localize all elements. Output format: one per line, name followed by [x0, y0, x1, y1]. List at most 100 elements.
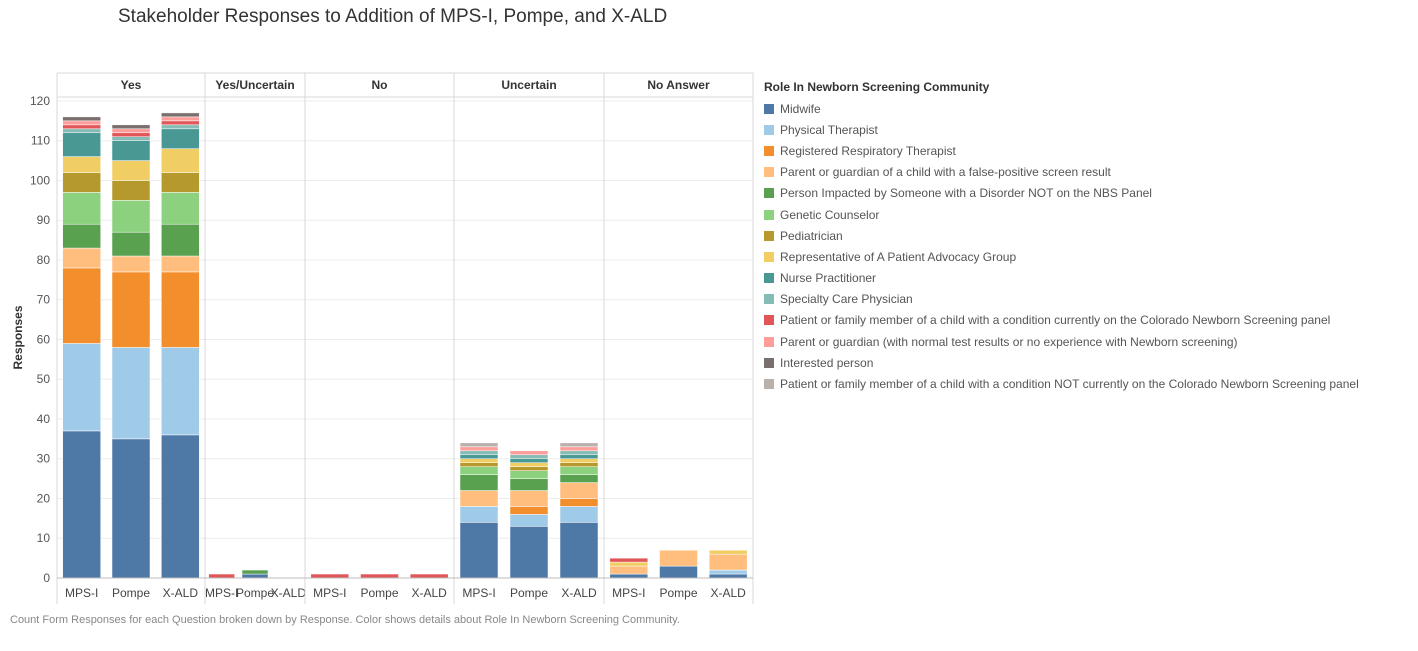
- bar-segment: [111, 124, 151, 130]
- bar-segment: [111, 200, 151, 233]
- legend-label: Midwife: [780, 101, 821, 116]
- legend-label: Parent or guardian of a child with a fal…: [780, 165, 1111, 180]
- bar-segment: [459, 458, 499, 463]
- bar-segment: [62, 223, 101, 249]
- bar-segment: [161, 148, 200, 173]
- y-tick-label: 70: [37, 293, 51, 307]
- bar-segment: [241, 569, 269, 575]
- bar-segment: [659, 565, 698, 579]
- legend-item[interactable]: Genetic Counselor: [764, 204, 1414, 225]
- y-tick-label: 90: [37, 213, 51, 227]
- bar-segment: [208, 573, 235, 579]
- bar-segment: [509, 458, 549, 463]
- bar-segment: [459, 522, 499, 579]
- bar-segment: [161, 223, 200, 257]
- legend-item[interactable]: Midwife: [764, 98, 1414, 119]
- legend-item[interactable]: Representative of A Patient Advocacy Gro…: [764, 246, 1414, 267]
- bar-segment: [62, 247, 101, 269]
- x-tick-label: Pompe: [236, 586, 274, 600]
- bar-segment: [62, 120, 101, 126]
- bar-segment: [241, 573, 269, 579]
- bar-segment: [360, 573, 399, 579]
- bar-segment: [509, 454, 549, 459]
- legend-label: Nurse Practitioner: [780, 271, 877, 286]
- bar-segment: [559, 522, 599, 579]
- legend-swatch: [764, 188, 774, 199]
- chart-title: Stakeholder Responses to Addition of MPS…: [118, 6, 668, 27]
- legend-label: Physical Therapist: [780, 122, 878, 137]
- x-tick-label: Pompe: [659, 586, 697, 600]
- y-tick-label: 80: [37, 253, 51, 267]
- y-tick-label: 50: [37, 372, 51, 386]
- x-tick-label: X-ALD: [710, 586, 746, 600]
- panel-header: No: [372, 78, 388, 92]
- legend-items: Midwife Physical Therapist Registered Resp…: [764, 98, 1414, 395]
- bar-segment: [708, 553, 748, 571]
- bar-segment: [62, 192, 101, 225]
- bar-segment: [609, 561, 649, 567]
- legend-label: Parent or guardian (with normal test res…: [780, 334, 1238, 349]
- legend-label: Patient or family member of a child with…: [780, 377, 1359, 392]
- bar-segment: [708, 569, 748, 575]
- panel-header-band: [57, 73, 753, 97]
- bar-segment: [708, 573, 748, 579]
- legend-item[interactable]: Interested person: [764, 352, 1414, 373]
- bar-segment: [62, 343, 101, 432]
- panel-header: Yes: [121, 78, 142, 92]
- legend-swatch: [764, 273, 774, 284]
- legend-label: Specialty Care Physician: [780, 292, 913, 307]
- legend-label: Genetic Counselor: [780, 207, 880, 222]
- x-tick-label: X-ALD: [271, 586, 307, 600]
- x-tick-label: X-ALD: [163, 586, 199, 600]
- legend-item[interactable]: Specialty Care Physician: [764, 289, 1414, 310]
- panel-header: Yes/Uncertain: [215, 78, 294, 92]
- bar-segment: [509, 466, 549, 471]
- chart-caption: Count Form Responses for each Question b…: [10, 614, 680, 626]
- bar-segment: [459, 454, 499, 459]
- legend-item[interactable]: Nurse Practitioner: [764, 268, 1414, 289]
- legend-item[interactable]: Parent or guardian (with normal test res…: [764, 331, 1414, 352]
- legend-item[interactable]: Physical Therapist: [764, 119, 1414, 140]
- bar-segment: [509, 450, 549, 456]
- legend-swatch: [764, 209, 774, 220]
- bar-segment: [111, 140, 151, 161]
- bar-segment: [111, 438, 151, 579]
- bar-segment: [62, 430, 101, 579]
- legend-item[interactable]: Parent or guardian of a child with a fal…: [764, 162, 1414, 183]
- legend-swatch: [764, 167, 774, 178]
- legend-swatch: [764, 315, 774, 326]
- x-tick-label: MPS-I: [462, 586, 495, 600]
- bar-segment: [509, 490, 549, 507]
- panel-header: Uncertain: [501, 78, 556, 92]
- bar-segment: [459, 506, 499, 523]
- bar-segment: [62, 172, 101, 193]
- legend-item[interactable]: Person Impacted by Someone with a Disord…: [764, 183, 1414, 204]
- legend-item[interactable]: Pediatrician: [764, 225, 1414, 246]
- legend-swatch: [764, 357, 774, 368]
- bar-segment: [62, 132, 101, 157]
- bar-segment: [559, 454, 599, 459]
- legend-item[interactable]: Registered Respiratory Therapist: [764, 140, 1414, 161]
- bar-segment: [459, 474, 499, 491]
- bar-segment: [62, 156, 101, 173]
- panel-header: No Answer: [647, 78, 710, 92]
- bar-segment: [509, 514, 549, 527]
- legend-swatch: [764, 145, 774, 156]
- legend-title: Role In Newborn Screening Community: [764, 80, 990, 94]
- bar-segment: [161, 172, 200, 193]
- bar-segment: [459, 450, 499, 456]
- y-tick-label: 0: [43, 571, 50, 585]
- bar-segment: [111, 136, 151, 141]
- legend-swatch: [764, 294, 774, 305]
- bar-segment: [111, 271, 151, 348]
- bar-segment: [111, 255, 151, 273]
- y-tick-label: 60: [37, 332, 51, 346]
- y-tick-label: 30: [37, 452, 51, 466]
- legend-item[interactable]: Patient or family member of a child with…: [764, 310, 1414, 331]
- legend-item[interactable]: Patient or family member of a child with…: [764, 373, 1414, 394]
- bar-segment: [161, 116, 200, 122]
- legend: Role In Newborn Screening Community Midw…: [764, 80, 1414, 395]
- x-tick-label: Pompe: [112, 586, 150, 600]
- legend-label: Interested person: [780, 355, 874, 370]
- legend-swatch: [764, 230, 774, 241]
